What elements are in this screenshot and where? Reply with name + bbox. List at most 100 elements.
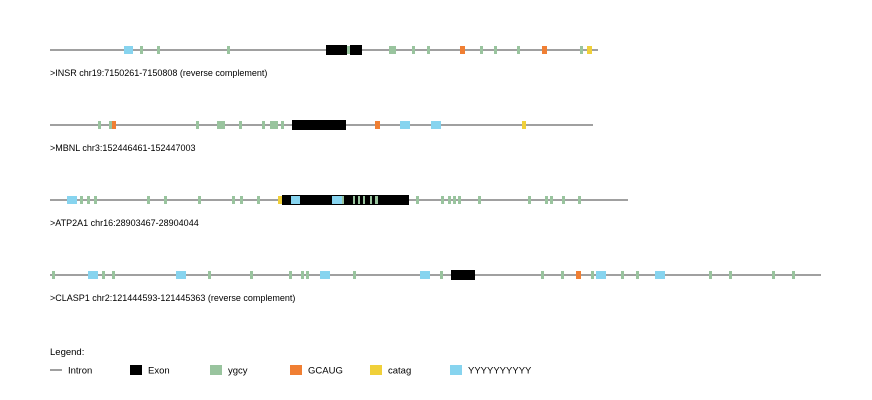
exon-mark <box>350 45 362 55</box>
motif-ygcy-mark <box>480 46 483 54</box>
motif-ygcy-mark <box>550 196 553 204</box>
motif-catag-mark <box>587 46 592 54</box>
motif-ygcy-mark <box>347 46 350 54</box>
motif-yyyyyyyyyy-mark <box>431 121 441 129</box>
motif-ygcy-mark <box>52 271 55 279</box>
track-label: >ATP2A1 chr16:28903467-28904044 <box>50 218 199 228</box>
legend-label: YYYYYYYYYY <box>468 366 532 377</box>
motif-ygcy-mark <box>227 46 230 54</box>
motif-yyyyyyyyyy-mark <box>176 271 186 279</box>
exon-mark <box>451 270 475 280</box>
exon-mark <box>292 120 346 130</box>
motif-ygcy-mark <box>342 196 344 204</box>
motif-yyyyyyyyyy-mark <box>320 271 330 279</box>
exon-mark <box>282 195 409 205</box>
motif-ygcy-mark <box>370 196 372 204</box>
motif-yyyyyyyyyy-mark <box>596 271 606 279</box>
motif-ygcy-mark <box>353 271 356 279</box>
legend-title: Legend: <box>50 347 84 358</box>
motif-ygcy-mark <box>306 271 309 279</box>
motif-ygcy-mark <box>208 271 211 279</box>
motif-ygcy-mark <box>240 196 243 204</box>
legend-label: Intron <box>68 366 92 377</box>
track-2: >MBNL chr3:152446461-152447003 <box>50 120 593 153</box>
motif-ygcy-mark <box>389 46 396 54</box>
motif-catag-mark <box>522 121 526 129</box>
motif-ygcy-mark <box>709 271 712 279</box>
motif-ygcy-mark <box>112 271 115 279</box>
motif-ygcy-mark <box>109 121 112 129</box>
motif-ygcy-mark <box>412 46 415 54</box>
motif-gcaug-mark <box>542 46 547 54</box>
legend-label: GCAUG <box>308 366 343 377</box>
motif-ygcy-mark <box>262 121 265 129</box>
motif-ygcy-mark <box>636 271 639 279</box>
legend-label: Exon <box>148 366 170 377</box>
motif-ygcy-mark <box>301 271 304 279</box>
legend-item-yyyyyyyyyy: YYYYYYYYYY <box>450 365 532 377</box>
motif-ygcy-mark <box>270 121 278 129</box>
motif-ygcy-mark <box>257 196 260 204</box>
motif-ygcy-mark <box>562 196 565 204</box>
exon-mark <box>326 45 347 55</box>
track-label: >INSR chr19:7150261-7150808 (reverse com… <box>50 68 267 78</box>
motif-ygcy-mark <box>440 271 443 279</box>
motif-ygcy-mark <box>591 271 594 279</box>
track-label: >CLASP1 chr2:121444593-121445363 (revers… <box>50 293 295 303</box>
motif-yyyyyyyyyy-mark <box>291 196 300 204</box>
motif-ygcy-mark <box>478 196 481 204</box>
motif-ygcy-mark <box>102 271 105 279</box>
tracks-group: >INSR chr19:7150261-7150808 (reverse com… <box>50 45 821 303</box>
motif-gcaug-mark <box>112 121 116 129</box>
track-1: >INSR chr19:7150261-7150808 (reverse com… <box>50 45 598 78</box>
motif-gcaug-mark <box>460 46 465 54</box>
motif-ygcy-mark <box>792 271 795 279</box>
motif-ygcy-mark <box>196 121 199 129</box>
track-3: >ATP2A1 chr16:28903467-28904044 <box>50 195 628 228</box>
motif-ygcy-mark <box>416 196 419 204</box>
motif-yyyyyyyyyy-mark <box>420 271 430 279</box>
motif-ygcy-mark <box>494 46 497 54</box>
motif-gcaug-mark <box>375 121 380 129</box>
motif-ygcy-mark <box>87 196 90 204</box>
motif-ygcy-mark <box>353 196 355 204</box>
motif-yyyyyyyyyy-mark <box>332 196 342 204</box>
motif-ygcy-mark <box>441 196 444 204</box>
legend-swatch-exon <box>130 365 142 375</box>
motif-ygcy-mark <box>545 196 548 204</box>
legend-swatch-yyyyyyyyyy <box>450 365 462 375</box>
motif-ygcy-mark <box>217 121 225 129</box>
motif-gcaug-mark <box>576 271 581 279</box>
motif-ygcy-mark <box>164 196 167 204</box>
motif-ygcy-mark <box>517 46 520 54</box>
legend-item-intron: Intron <box>50 366 92 377</box>
legend-label: catag <box>388 366 411 377</box>
legend-item-catag: catag <box>370 365 411 377</box>
motif-yyyyyyyyyy-mark <box>400 121 410 129</box>
motif-ygcy-mark <box>239 121 242 129</box>
motif-yyyyyyyyyy-mark <box>124 46 133 54</box>
motif-ygcy-mark <box>375 196 378 204</box>
motif-ygcy-mark <box>250 271 253 279</box>
motif-yyyyyyyyyy-mark <box>88 271 98 279</box>
track-4: >CLASP1 chr2:121444593-121445363 (revers… <box>50 270 821 303</box>
motif-ygcy-mark <box>363 196 365 204</box>
motif-ygcy-mark <box>289 271 292 279</box>
motif-ygcy-mark <box>448 196 451 204</box>
motif-ygcy-mark <box>427 46 430 54</box>
legend-swatch-ygcy <box>210 365 222 375</box>
motif-ygcy-mark <box>147 196 150 204</box>
motif-ygcy-mark <box>98 121 101 129</box>
motif-yyyyyyyyyy-mark <box>655 271 665 279</box>
motif-ygcy-mark <box>458 196 461 204</box>
motif-ygcy-mark <box>772 271 775 279</box>
motif-ygcy-mark <box>580 46 583 54</box>
motif-catag-mark <box>278 196 282 204</box>
motif-ygcy-mark <box>358 196 360 204</box>
legend-item-gcaug: GCAUG <box>290 365 343 377</box>
motif-ygcy-mark <box>729 271 732 279</box>
motif-ygcy-mark <box>232 196 235 204</box>
legend-swatch-gcaug <box>290 365 302 375</box>
legend: Legend: Intron Exon ygcy GCAUG catag YYYYYYYYY… <box>50 347 532 377</box>
